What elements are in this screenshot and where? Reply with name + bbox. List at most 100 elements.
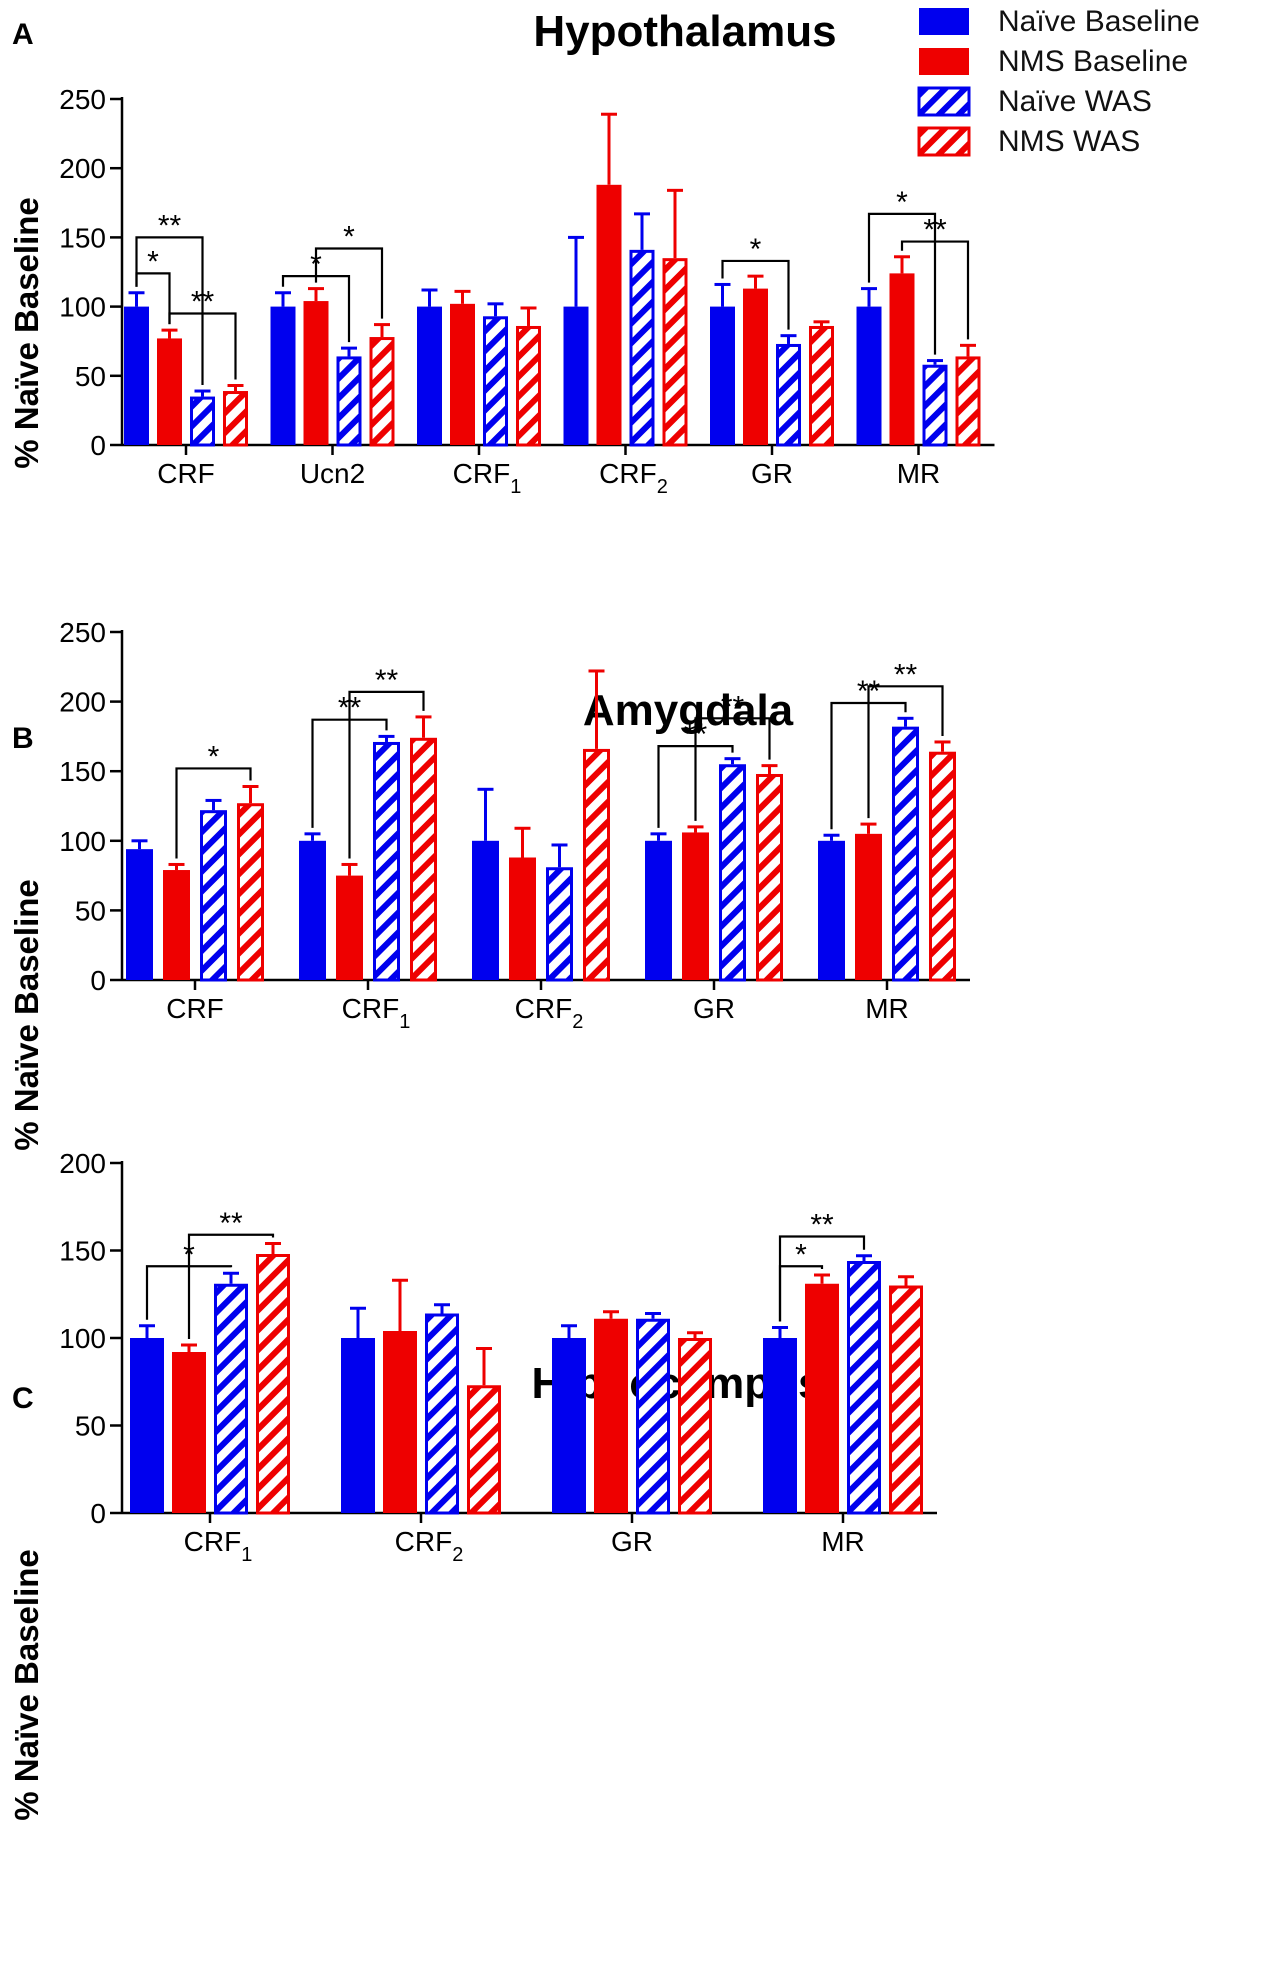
bar-naive-was-mr [922, 364, 948, 447]
y-tick-label: 0 [90, 1498, 106, 1529]
x-tick-label-base: CRF [157, 458, 215, 489]
bar-naive-was-crf [190, 396, 215, 447]
x-tick-label: GR [693, 993, 735, 1024]
significance-bracket [311, 718, 388, 828]
bar-naive-was-crf1 [373, 741, 400, 982]
y-tick-label: 100 [59, 826, 106, 857]
bar-naive-was-mr [847, 1261, 881, 1515]
legend-item-nms-baseline: NMS Baseline [919, 45, 1188, 78]
panel-hypothalamus: A Hypothalamus % Naïve Baseline 0 50 100 15… [8, 7, 995, 498]
bar-naive-baseline-gr [645, 840, 672, 980]
bar-nms-baseline-crf [157, 338, 182, 445]
significance-label: * [147, 245, 159, 278]
bar-naive-baseline-gr [710, 306, 735, 445]
bar-naive-was-gr [776, 343, 801, 447]
legend-label-naive-baseline: Naïve Baseline [998, 5, 1200, 38]
bar-naive-baseline-crf [124, 306, 149, 445]
x-tick-label: CRF1 [453, 458, 522, 498]
bar-naive-baseline-ucn2 [270, 306, 296, 445]
x-tick-label: CRF1 [184, 1526, 253, 1566]
significance-label: ** [191, 286, 215, 319]
y-axis-label: % Naïve Baseline [8, 197, 45, 468]
significance-bracket [694, 717, 771, 821]
bar-naive-was-crf2 [629, 249, 655, 447]
legend-label-nms-was: NMS WAS [998, 125, 1140, 158]
significance-label: ** [810, 1209, 834, 1242]
bar-naive-baseline-crf2 [472, 840, 499, 980]
x-tick-label: CRF [157, 458, 215, 489]
significance-label: ** [158, 209, 182, 242]
x-tick-label-base: CRF [166, 993, 224, 1024]
x-tick-label: GR [611, 1526, 653, 1557]
chart-title: Amygdala [583, 686, 794, 735]
y-tick-label: 100 [59, 292, 106, 323]
panel-amygdala: B Amygdala % Naïve Baseline 0 50 100 150 200… [8, 617, 970, 1151]
bar-nms-was-ucn2 [369, 337, 395, 447]
y-tick-label: 50 [75, 361, 106, 392]
bar-nms-baseline-gr [682, 832, 709, 980]
significance-bracket [168, 312, 237, 380]
y-tick-label: 50 [75, 1411, 106, 1442]
x-tick-label-base: CRF [453, 458, 511, 489]
x-tick-label-base: MR [865, 993, 909, 1024]
legend-label-naive-was: Naïve WAS [998, 85, 1152, 118]
significance-label: * [310, 248, 322, 281]
y-tick-label: 150 [59, 1236, 106, 1267]
significance-bracket [657, 745, 734, 828]
legend-label-nms-baseline: NMS Baseline [998, 45, 1188, 78]
bar-nms-baseline-mr [889, 273, 915, 445]
significance-bracket [348, 690, 425, 859]
bar-nms-baseline-crf2 [509, 857, 536, 980]
legend: Naïve Baseline NMS Baseline Naïve WAS NM… [917, 5, 1200, 158]
bar-nms-was-gr [678, 1338, 712, 1515]
bar-nms-was-mr [955, 356, 981, 447]
bar-naive-was-crf [200, 810, 227, 982]
x-tick-label: CRF [166, 993, 224, 1024]
y-tick-label: 100 [59, 1323, 106, 1354]
bar-nms-baseline-crf1 [336, 875, 363, 980]
x-tick-label-base: CRF [395, 1526, 453, 1557]
bar-naive-was-crf2 [546, 867, 573, 982]
bar-naive-baseline-crf2 [563, 306, 589, 445]
significance-bracket [721, 259, 790, 330]
x-tick-label-base: GR [751, 458, 793, 489]
bar-nms-baseline-crf1 [172, 1352, 206, 1513]
significance-label: ** [923, 214, 947, 247]
y-tick-label: 200 [59, 153, 106, 184]
x-tick-label: CRF2 [395, 1526, 464, 1566]
significance-bracket [145, 1265, 233, 1320]
panel-label: C [12, 1382, 34, 1415]
y-axis-label: % Naïve Baseline [8, 1549, 45, 1820]
bar-nms-baseline-gr [594, 1318, 628, 1513]
x-tick-label: CRF2 [515, 993, 584, 1033]
significance-bracket [314, 247, 384, 319]
bar-nms-was-crf2 [662, 258, 688, 447]
x-tick-label-base: MR [821, 1526, 865, 1557]
y-tick-label: 200 [59, 687, 106, 718]
x-tick-label: CRF2 [599, 458, 668, 498]
significance-label: * [183, 1238, 195, 1271]
bar-nms-was-crf1 [516, 325, 541, 447]
y-tick-label: 50 [75, 895, 106, 926]
bar-nms-was-crf2 [467, 1385, 501, 1515]
bar-naive-baseline-crf1 [299, 840, 326, 980]
legend-item-naive-was: Naïve WAS [917, 85, 1152, 118]
legend-item-naive-baseline: Naïve Baseline [919, 5, 1200, 38]
bar-naive-baseline-mr [856, 306, 882, 445]
bar-naive-baseline-gr [552, 1338, 586, 1513]
bar-nms-was-crf [237, 803, 264, 982]
x-tick-label-base: GR [693, 993, 735, 1024]
x-tick-label: Ucn2 [300, 458, 365, 489]
bar-nms-was-mr [929, 751, 956, 982]
x-tick-label-base: CRF [515, 993, 573, 1024]
significance-label: ** [219, 1207, 243, 1240]
significance-label: ** [857, 675, 881, 708]
significance-label: * [896, 186, 908, 219]
significance-label: * [750, 233, 762, 266]
bar-nms-baseline-crf2 [383, 1331, 417, 1513]
significance-label: ** [721, 690, 745, 723]
bar-naive-baseline-mr [818, 840, 845, 980]
x-tick-label: CRF1 [342, 993, 411, 1033]
